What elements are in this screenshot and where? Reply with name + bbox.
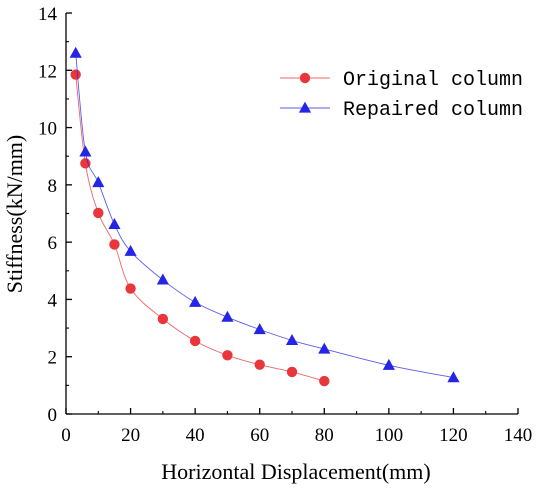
series-1-point: [157, 313, 169, 325]
series-1-point: [125, 283, 136, 294]
series-1-point: [254, 359, 265, 370]
series-2-point: [69, 46, 82, 58]
x-tick-label: 140: [504, 425, 533, 446]
series-1: [70, 69, 330, 387]
x-tick-label: 40: [186, 425, 205, 446]
series-2: [69, 46, 460, 383]
y-axis-title: Stiffness(kN/mm): [2, 135, 27, 293]
series-1-point: [319, 375, 330, 387]
series-1-point: [222, 350, 233, 361]
series-2-point: [124, 244, 137, 256]
series-1-point: [189, 335, 201, 347]
series-2-point: [447, 371, 460, 383]
y-tick-label: 12: [38, 61, 57, 82]
series-1-point: [109, 239, 120, 250]
x-tick-label: 120: [439, 425, 468, 446]
legend-label: Original column: [343, 69, 523, 92]
series-2-point: [221, 310, 234, 322]
legend-entry-1: Original column: [280, 69, 523, 92]
legend-marker: [298, 101, 312, 113]
series-1-point: [80, 158, 91, 169]
legend-entry-2: Repaired column: [280, 99, 523, 122]
series-2-point: [318, 342, 331, 354]
y-tick-label: 4: [48, 290, 58, 311]
x-tick-label: 60: [250, 425, 269, 446]
x-tick-label: 100: [375, 425, 404, 446]
series-1-point: [286, 366, 298, 378]
series-2-point: [156, 273, 169, 285]
legend: Original column Repaired column: [280, 69, 523, 122]
y-tick-label: 0: [48, 405, 58, 426]
series-2-point: [79, 145, 92, 157]
legend-label: Repaired column: [343, 99, 523, 122]
series-2-point: [253, 323, 266, 335]
plot-area: [69, 46, 460, 387]
series-1-point: [70, 69, 81, 80]
y-tick-label: 8: [48, 176, 58, 197]
y-tick-label: 2: [48, 348, 58, 369]
series-2-point: [108, 217, 121, 229]
series-2-point: [285, 333, 299, 345]
series-1-point: [93, 207, 104, 219]
y-tick-label: 10: [38, 119, 57, 140]
axes: 0 20 40 60 80 100 120 140 0 2 4 6 8 10 12 14: [38, 4, 532, 446]
x-tick-label: 80: [315, 425, 334, 446]
x-tick-label: 20: [121, 425, 140, 446]
series-2-point: [382, 358, 395, 370]
legend-marker: [299, 72, 311, 84]
y-tick-label: 6: [48, 233, 58, 254]
y-tick-label: 14: [38, 4, 58, 25]
x-axis-title: Horizontal Displacement(mm): [161, 459, 430, 484]
series-2-point: [189, 295, 202, 307]
series-2-point: [92, 176, 105, 188]
x-tick-label: 0: [61, 425, 71, 446]
